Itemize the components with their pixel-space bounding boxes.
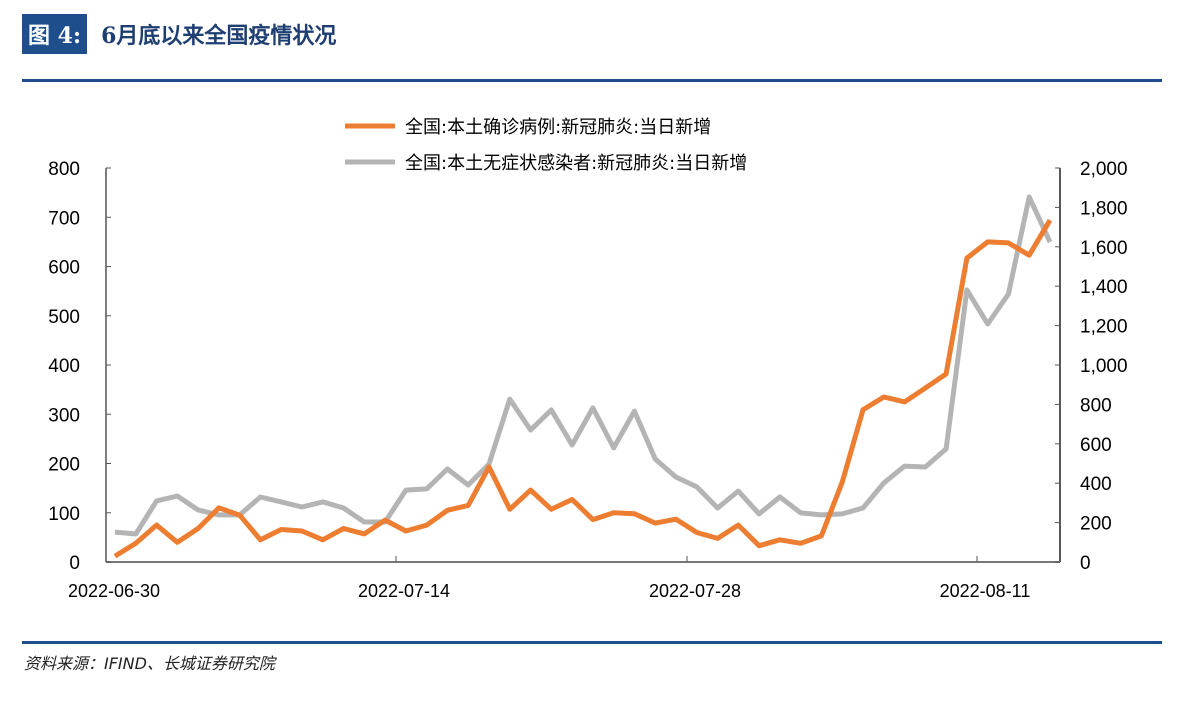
left-tick-label: 0 xyxy=(69,553,80,574)
left-tick-label: 700 xyxy=(48,208,80,229)
x-tick-label: 2022-08-11 xyxy=(940,581,1031,601)
series-line-asymptomatic xyxy=(114,194,1053,537)
left-tick-label: 100 xyxy=(48,504,80,525)
x-tick-label: 2022-07-28 xyxy=(649,581,741,601)
figure-title: 图 4: 6月底以来全国疫情状况 xyxy=(22,14,336,54)
left-tick-label: 800 xyxy=(48,159,80,180)
figure-label: 图 4: xyxy=(22,14,88,54)
right-tick-label: 800 xyxy=(1080,395,1112,416)
left-tick-label: 600 xyxy=(48,258,80,279)
top-divider xyxy=(22,79,1162,82)
right-tick-label: 400 xyxy=(1080,474,1112,495)
series-line-confirmed xyxy=(113,218,1053,559)
legend-label: 全国:本土无症状感染者:新冠肺炎:当日新增 xyxy=(405,153,747,174)
left-tick-label: 500 xyxy=(48,307,80,328)
legend-label: 全国:本土确诊病例:新冠肺炎:当日新增 xyxy=(405,117,711,138)
right-tick-label: 1,600 xyxy=(1080,238,1128,259)
right-tick-label: 1,000 xyxy=(1080,356,1128,377)
right-tick-label: 1,800 xyxy=(1080,198,1128,219)
right-tick-label: 200 xyxy=(1080,514,1112,535)
right-tick-label: 2,000 xyxy=(1080,159,1128,180)
left-tick-label: 300 xyxy=(48,405,80,426)
right-tick-label: 1,200 xyxy=(1080,317,1128,338)
chart-title: 6月底以来全国疫情状况 xyxy=(101,23,337,49)
right-tick-label: 600 xyxy=(1080,435,1112,456)
right-tick-label: 1,400 xyxy=(1080,277,1128,298)
x-tick-label: 2022-06-30 xyxy=(68,581,160,601)
right-tick-label: 0 xyxy=(1080,553,1091,574)
bottom-divider xyxy=(22,641,1162,644)
left-tick-label: 200 xyxy=(48,455,80,476)
left-tick-label: 400 xyxy=(48,356,80,377)
x-tick-label: 2022-07-14 xyxy=(358,581,450,601)
source-note: 资料来源：IFIND、长城证券研究院 xyxy=(24,654,275,673)
